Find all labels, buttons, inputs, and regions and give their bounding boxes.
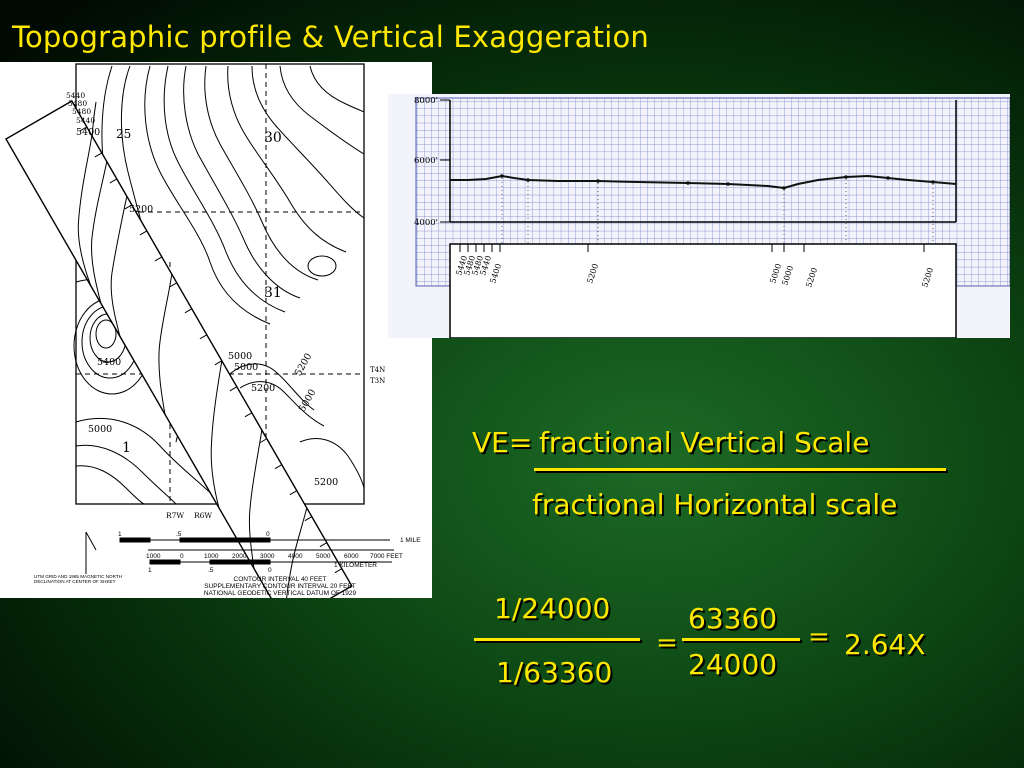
map-contour-label: 5480 bbox=[72, 107, 91, 116]
map-range-label: R6W bbox=[194, 511, 212, 520]
scale-feet-label: 7000 FEET bbox=[370, 553, 403, 560]
slide-title: Topographic profile & Vertical Exaggerat… bbox=[12, 20, 649, 54]
profile-y-axis-label: 8000' bbox=[414, 96, 438, 106]
map-section-number: 25 bbox=[116, 127, 131, 141]
map-contour-label: 5200 bbox=[251, 383, 275, 394]
scale-mile-label: 1 bbox=[118, 531, 122, 538]
scale-mile-label: 1 MILE bbox=[400, 537, 421, 544]
ratio1-numerator: 1/24000 bbox=[494, 592, 611, 625]
ratio2-denominator: 24000 bbox=[688, 648, 778, 681]
map-contour-label: 5480 bbox=[68, 99, 87, 108]
ratio1-denominator: 1/63360 bbox=[496, 656, 613, 689]
map-range-label: R7W bbox=[166, 511, 184, 520]
datum-note: NATIONAL GEODETIC VERTICAL DATUM OF 1929 bbox=[204, 590, 357, 597]
ratio1-fraction-bar bbox=[474, 638, 640, 641]
main-fraction-bar bbox=[534, 468, 946, 471]
scale-feet-label: 6000 bbox=[344, 553, 359, 560]
scale-feet-label: 0 bbox=[180, 553, 184, 560]
map-section-number: 31 bbox=[264, 285, 282, 301]
equals-sign-1: = bbox=[656, 628, 678, 658]
supplementary-interval-note: SUPPLEMENTARY CONTOUR INTERVAL 20 FEET bbox=[204, 583, 355, 590]
profile-y-axis-label: 4000' bbox=[414, 218, 438, 228]
declination-note: UTM GRID AND 1985 MAGNETIC NORTH DECLINA… bbox=[34, 574, 122, 585]
profile-y-axis-label: 6000' bbox=[414, 156, 438, 166]
scale-km-label: .5 bbox=[208, 567, 214, 574]
map-contour-label: 5400 bbox=[76, 127, 100, 138]
scale-feet-label: 4000 bbox=[288, 553, 303, 560]
vertical-scale-label: fractional Vertical Scale bbox=[539, 426, 870, 459]
scale-feet-label: 5000 bbox=[316, 553, 331, 560]
scale-km-label: 1 bbox=[148, 567, 152, 574]
equals-sign-2: = bbox=[808, 622, 830, 652]
map-contour-label: 5000 bbox=[88, 424, 112, 435]
scale-km-label: 1 KILOMETER bbox=[334, 562, 377, 569]
ve-result: 2.64X bbox=[844, 628, 926, 661]
scale-feet-label: 1000 bbox=[204, 553, 219, 560]
map-contour-label: 5440 bbox=[66, 91, 85, 100]
ve-prefix: VE= bbox=[472, 426, 533, 459]
map-contour-label: 5000 bbox=[297, 388, 319, 414]
map-section-number: 30 bbox=[264, 130, 282, 146]
map-contour-label: 5200 bbox=[129, 204, 153, 215]
scale-feet-label: 3000 bbox=[260, 553, 275, 560]
scale-feet-label: 2000 bbox=[232, 553, 247, 560]
map-contour-label: 5440 bbox=[76, 116, 95, 125]
map-contour-label: 5000 bbox=[234, 362, 258, 373]
topographic-map: 5440 5480 5480 5440 5400 5200 5400 5000 … bbox=[0, 62, 432, 598]
map-township-label: T4N bbox=[370, 366, 385, 374]
map-contour-label: 5000 bbox=[228, 351, 252, 362]
scale-feet-label: 1000 bbox=[146, 553, 161, 560]
contour-interval-note: CONTOUR INTERVAL 40 FEET bbox=[234, 576, 327, 583]
map-contour-label: 5400 bbox=[97, 357, 121, 368]
map-section-number: 1 bbox=[122, 440, 131, 456]
map-township-label: T3N bbox=[370, 377, 385, 385]
map-contour-label: 5200 bbox=[314, 477, 338, 488]
horizontal-scale-label: fractional Horizontal scale bbox=[532, 488, 898, 521]
ratio2-fraction-bar bbox=[682, 638, 800, 641]
topographic-profile: 8000' 6000' 4000' 5440 5480 5480 5440 54… bbox=[388, 94, 1010, 338]
scale-mile-label: .5 bbox=[176, 531, 182, 538]
scale-km-label: 0 bbox=[268, 567, 272, 574]
ratio2-numerator: 63360 bbox=[688, 602, 778, 635]
scale-mile-label: 0 bbox=[266, 531, 270, 538]
